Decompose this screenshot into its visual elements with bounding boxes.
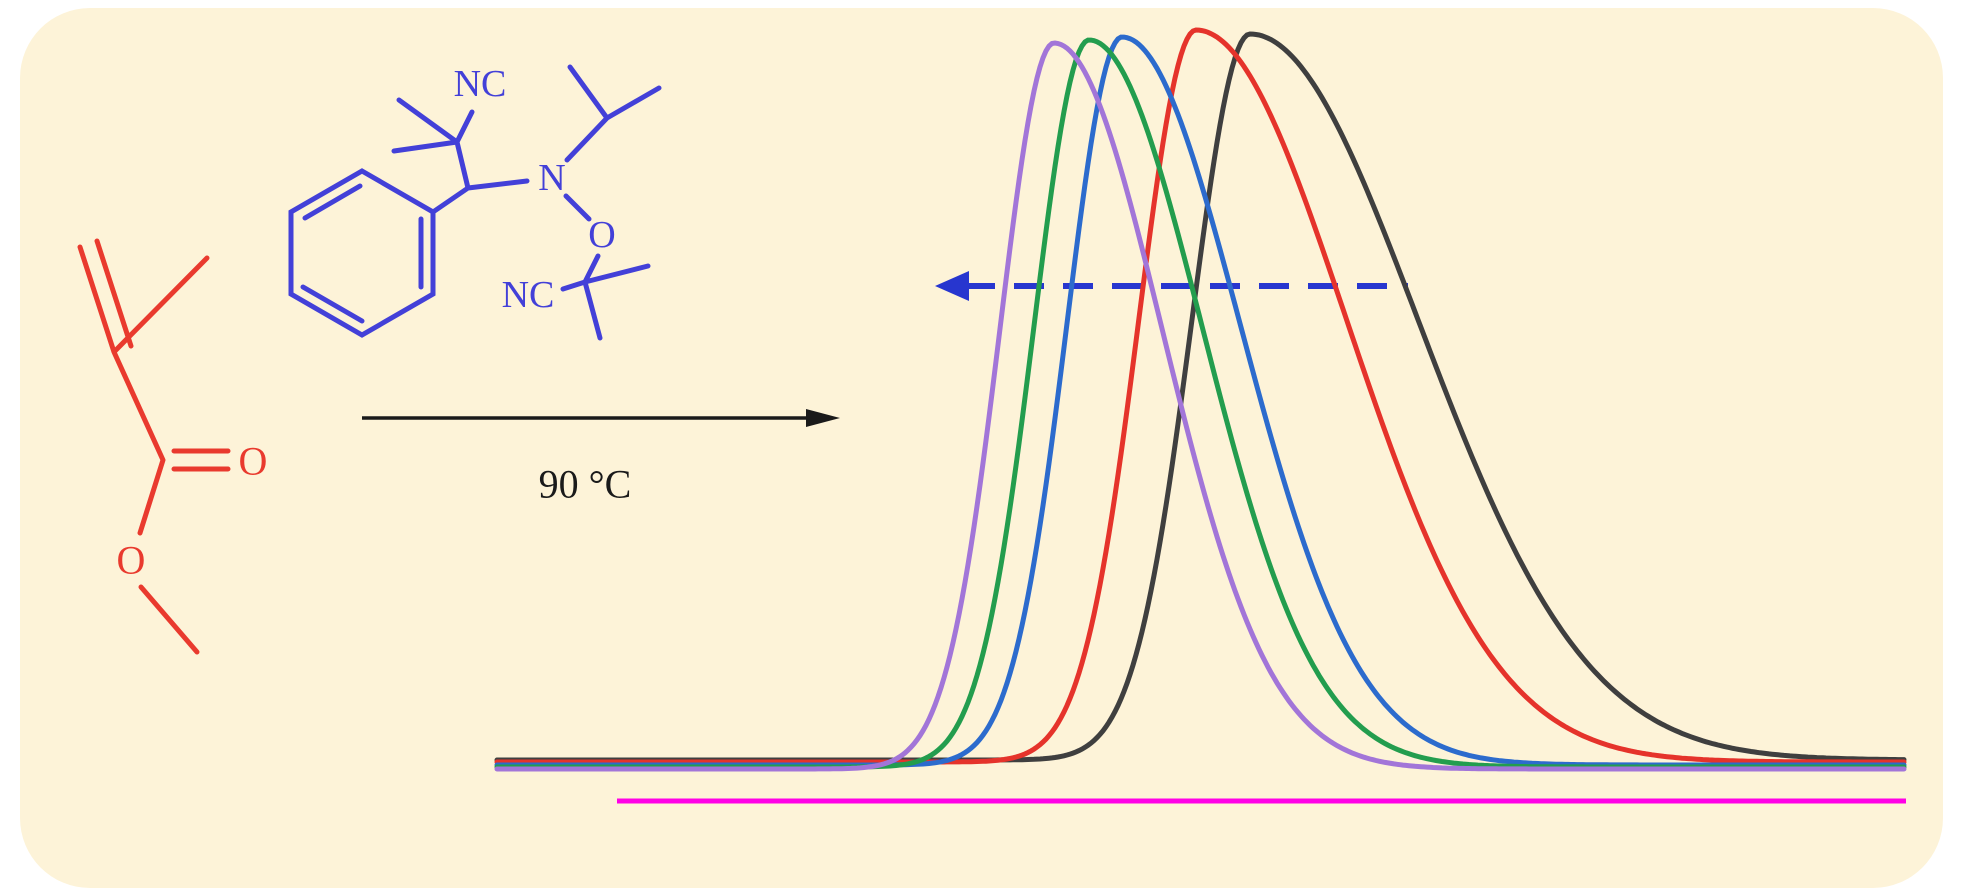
initiator-bonds (391, 64, 662, 341)
benzene-inner-bonds (300, 183, 424, 324)
reaction-conditions-label: 90 °C (539, 462, 632, 507)
reaction-arrowhead-icon (806, 409, 840, 427)
initiator-structure: NC N O NC (288, 63, 662, 341)
monomer-bonds (77, 238, 231, 655)
initiator-nitrile-top-label: NC (454, 63, 507, 105)
initiator-nitrile-bottom-label: NC (502, 274, 555, 316)
gpc-traces (494, 27, 1907, 772)
shift-arrowhead-icon (935, 271, 969, 301)
reaction-arrow: 90 °C (362, 409, 840, 507)
initiator-nitrogen-label: N (538, 157, 565, 199)
monomer-structure: O O (77, 238, 268, 655)
gpc-trace-purple (494, 40, 1907, 772)
gpc-trace-red (494, 27, 1907, 765)
figure-background (20, 8, 1943, 888)
initiator-oxygen-label: O (588, 214, 615, 256)
monomer-ester-oxygen-label: O (117, 538, 146, 583)
monomer-carbonyl-oxygen-label: O (239, 439, 268, 484)
